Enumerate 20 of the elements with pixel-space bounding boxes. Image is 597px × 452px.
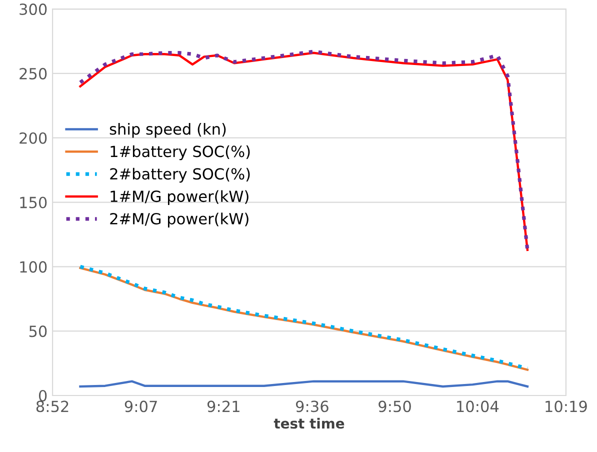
x-axis-title: test time bbox=[274, 418, 344, 429]
x-tick-label: 9:36 bbox=[296, 400, 328, 412]
legend-label: 1#battery SOC(%) bbox=[110, 145, 250, 160]
x-tick-label: 9:50 bbox=[378, 400, 411, 412]
x-tick-label: 10:04 bbox=[457, 400, 499, 412]
legend-label: 2#M/G power(kW) bbox=[110, 212, 248, 228]
y-tick-label: 300 bbox=[20, 4, 47, 16]
x-tick-label: 8:52 bbox=[36, 400, 68, 412]
y-tick-label: 150 bbox=[20, 196, 47, 208]
legend-label: 2#battery SOC(%) bbox=[110, 168, 250, 183]
legend-label: ship speed (kn) bbox=[110, 122, 226, 138]
y-tick-label: 50 bbox=[29, 326, 47, 338]
x-tick-label: 10:19 bbox=[546, 400, 587, 412]
legend-label: 1#M/G power(kW) bbox=[110, 190, 248, 206]
y-tick-label: 100 bbox=[20, 261, 47, 273]
x-tick-label: 9:07 bbox=[124, 400, 157, 412]
y-tick-label: 250 bbox=[20, 68, 47, 80]
y-tick-label: 0 bbox=[38, 390, 47, 402]
x-tick-label: 9:21 bbox=[207, 400, 240, 412]
y-tick-label: 200 bbox=[20, 132, 47, 144]
